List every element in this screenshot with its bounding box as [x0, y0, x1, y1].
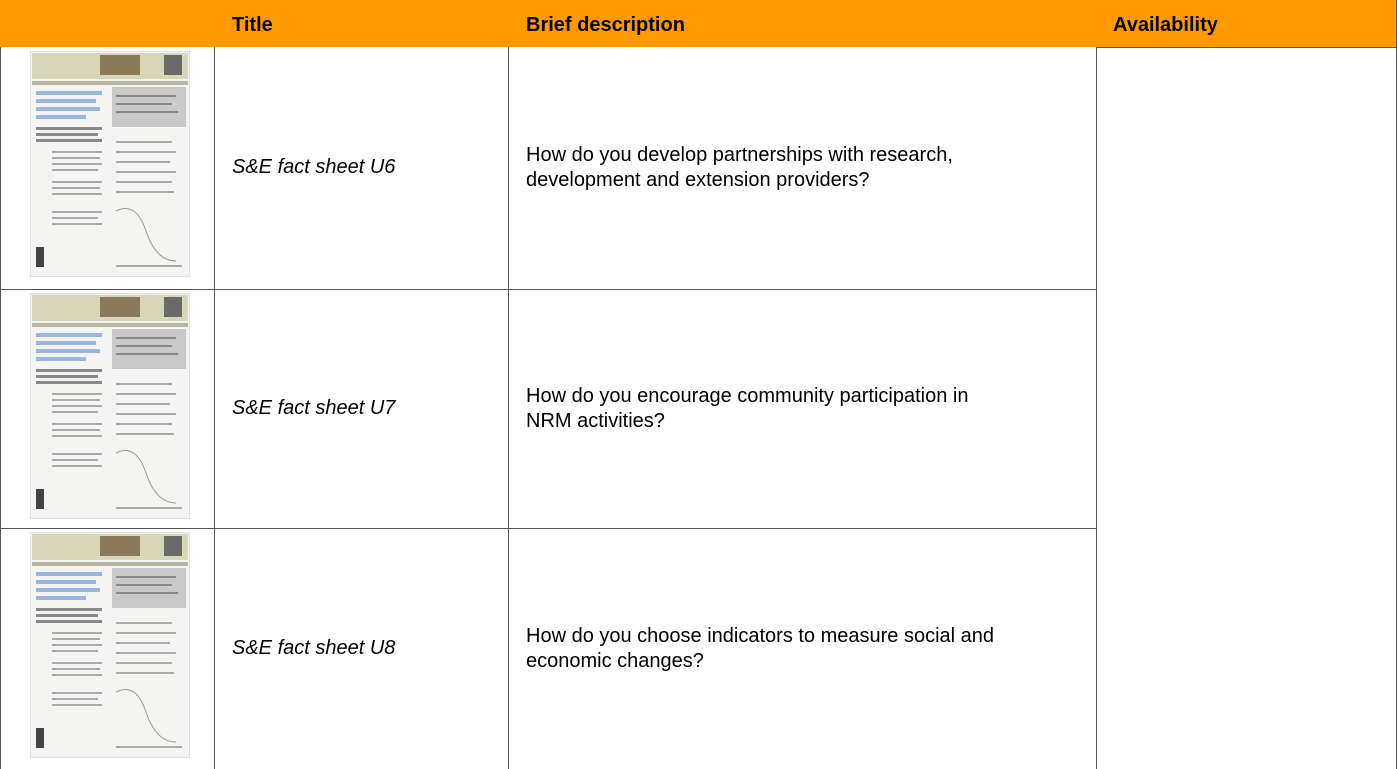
row-border: [0, 289, 1096, 290]
row-border: [0, 528, 1096, 529]
column-header: Brief description: [526, 14, 685, 36]
row-title: S&E fact sheet U6: [232, 156, 396, 178]
column-border: [0, 47, 1, 769]
column-border: [508, 47, 509, 769]
thumbnail-cell: [29, 292, 191, 524]
column-header: Title: [232, 14, 273, 36]
header-border: [1096, 47, 1397, 48]
fact-sheet-thumbnail: [29, 531, 191, 759]
row-title: S&E fact sheet U8: [232, 636, 396, 659]
row-title: S&E fact sheet U7: [232, 396, 396, 419]
fact-sheet-thumbnail: [29, 292, 191, 520]
column-border: [214, 47, 215, 769]
header-row: [0, 0, 1397, 47]
row-description: How do you choose indicators to measure …: [526, 624, 995, 672]
fact-sheet-thumbnail: [29, 50, 191, 278]
row-description: How do you encourage community participa…: [526, 384, 969, 432]
thumbnail-cell: [29, 531, 191, 763]
row-description: How do you develop partnerships with res…: [526, 144, 953, 191]
thumbnail-cell: [29, 50, 191, 282]
column-header: Availability: [1113, 14, 1218, 36]
column-border: [1096, 47, 1097, 769]
